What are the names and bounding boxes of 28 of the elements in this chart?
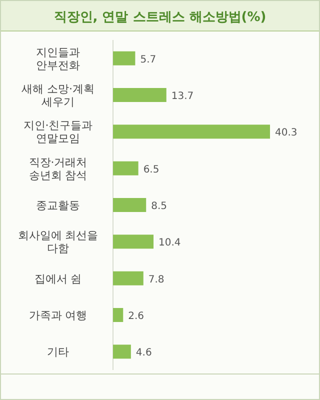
bar — [113, 234, 154, 249]
y-tick-label: 집에서 쉼 — [34, 272, 82, 286]
data-label: 5.7 — [140, 54, 156, 66]
data-label: 2.6 — [128, 311, 144, 322]
y-tick-label: 직장·거래처 송년회 참석 — [28, 156, 88, 182]
data-label: 7.8 — [148, 274, 164, 286]
bar — [113, 344, 131, 359]
y-tick-label: 지인·친구들과 연말모임 — [23, 119, 93, 146]
data-label: 10.4 — [158, 238, 181, 249]
y-tick-label: 가족과 여행 — [28, 309, 88, 322]
bar — [113, 88, 166, 102]
data-label: 4.6 — [136, 348, 152, 359]
bar — [113, 51, 136, 66]
y-tick-label: 종교활동 — [36, 199, 80, 212]
data-label: 8.5 — [151, 201, 168, 212]
y-tick-label: 회사일에 최선을 다함 — [18, 229, 98, 256]
y-tick-label: 기타 — [47, 346, 69, 359]
y-tick-label: 새해 소망·계획 세우기 — [22, 82, 94, 108]
bar — [113, 308, 124, 322]
y-tick-label: 지인들과 안부전화 — [36, 46, 80, 72]
chart-title: 직장인, 연말 스트레스 해소방법(%) — [54, 10, 266, 25]
bar — [113, 161, 138, 176]
data-label: 40.3 — [275, 128, 298, 139]
bar — [113, 271, 144, 286]
bar — [113, 198, 146, 212]
bar — [113, 124, 270, 139]
data-label: 6.5 — [143, 164, 160, 176]
data-label: 13.7 — [171, 91, 194, 102]
